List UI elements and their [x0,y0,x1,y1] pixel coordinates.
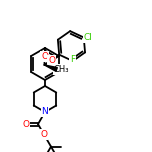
Text: Cl: Cl [83,33,92,42]
Text: O: O [48,56,55,65]
Text: O: O [41,52,48,61]
Polygon shape [44,65,57,71]
Text: CH₃: CH₃ [54,65,69,74]
Text: N: N [42,107,48,116]
Text: O: O [22,120,29,129]
Text: O: O [40,130,47,139]
Text: F: F [70,55,75,64]
